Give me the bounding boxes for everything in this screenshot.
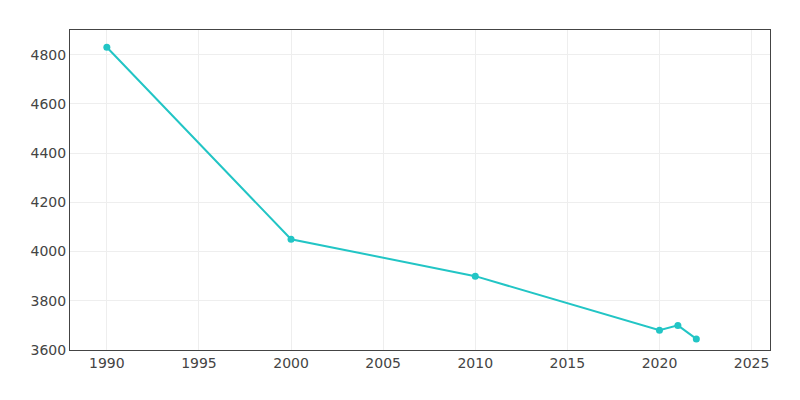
svg-text:1990: 1990 <box>89 355 125 371</box>
svg-text:2010: 2010 <box>457 355 493 371</box>
svg-text:3800: 3800 <box>31 293 67 309</box>
svg-text:4200: 4200 <box>31 194 67 210</box>
svg-text:2025: 2025 <box>734 355 770 371</box>
svg-text:4600: 4600 <box>31 96 67 112</box>
svg-text:2020: 2020 <box>642 355 678 371</box>
svg-text:2005: 2005 <box>365 355 401 371</box>
svg-text:4400: 4400 <box>31 145 67 161</box>
svg-text:1995: 1995 <box>181 355 217 371</box>
svg-text:3600: 3600 <box>31 342 67 358</box>
svg-text:2000: 2000 <box>273 355 309 371</box>
svg-text:2015: 2015 <box>550 355 586 371</box>
svg-text:4000: 4000 <box>31 243 67 259</box>
svg-text:4800: 4800 <box>31 47 67 63</box>
